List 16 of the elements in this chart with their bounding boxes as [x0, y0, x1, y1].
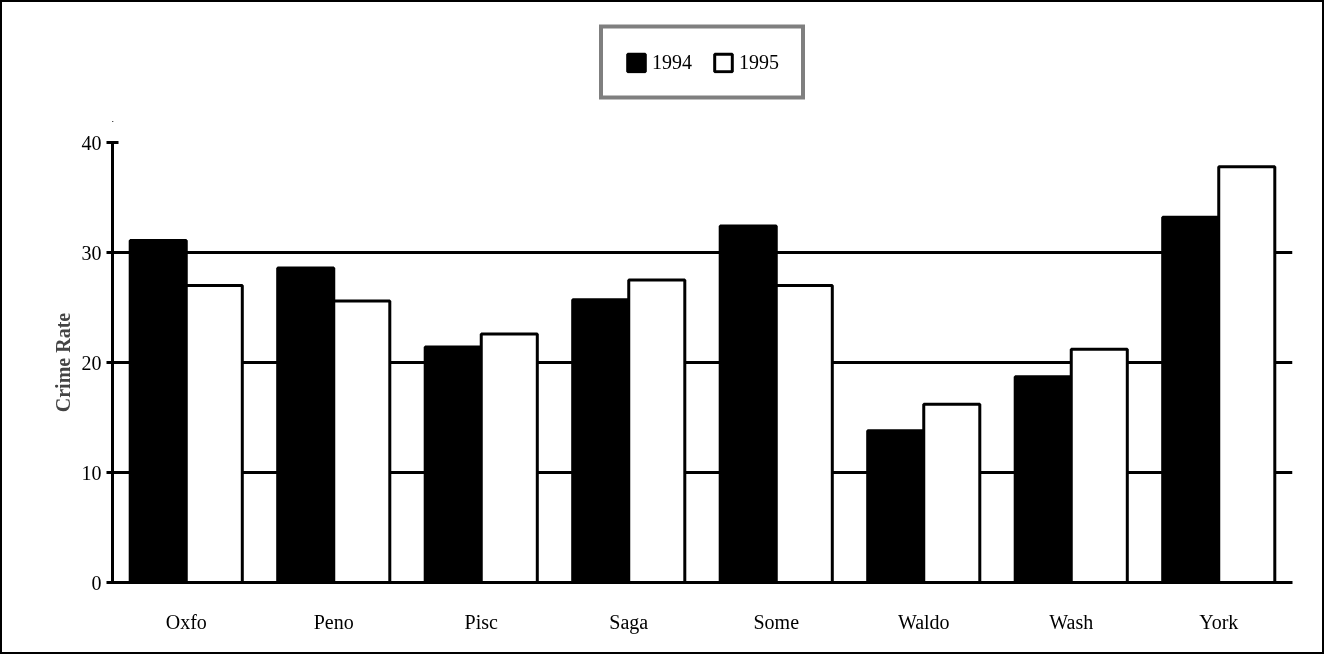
x-tick-label: Wash	[1049, 610, 1094, 633]
y-axis-title: Crime Rate	[51, 312, 74, 413]
x-tick-label: Saga	[609, 610, 649, 634]
x-tick-label: Oxfo	[165, 610, 207, 633]
x-tick-label: Some	[753, 610, 800, 633]
legend-label: 1994	[652, 50, 692, 74]
x-tick-label: Waldo	[897, 610, 950, 633]
y-tick-label: 30	[81, 241, 102, 264]
y-tick-label: 10	[81, 461, 102, 484]
y-tick-label: 0	[91, 571, 102, 594]
y-tick-label: 40	[81, 131, 102, 154]
legend-label: 1995	[739, 50, 779, 74]
x-tick-label: Pisc	[464, 610, 499, 633]
x-tick-label: York	[1199, 610, 1239, 633]
y-tick-label: 20	[81, 351, 102, 374]
x-tick-label: Peno	[313, 610, 354, 633]
